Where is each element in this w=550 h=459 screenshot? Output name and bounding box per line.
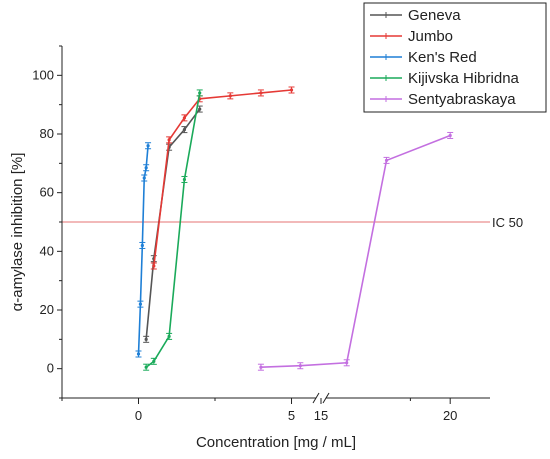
- series-sentyabraskaya: [257, 131, 454, 371]
- data-point: [150, 357, 157, 365]
- marker: [198, 107, 202, 111]
- plot-area: IC 50: [62, 86, 523, 371]
- legend: Geneva Jumbo Ken's Red Kijivska Hibridna Sen…: [363, 2, 547, 113]
- x-tick-label: 0: [135, 408, 142, 423]
- marker: [384, 158, 389, 162]
- data-point: [297, 362, 304, 370]
- x-tick-label: 15: [314, 408, 328, 423]
- data-point: [150, 262, 157, 270]
- data-point: [257, 363, 264, 371]
- axis-break-mark: [312, 392, 320, 404]
- series-kijivska-hibridna: [143, 89, 203, 371]
- y-tick-label: 100: [32, 67, 54, 82]
- y-tick-label: 80: [40, 126, 54, 141]
- y-tick-label: 20: [40, 302, 54, 317]
- legend-item: Kijivska Hibridna: [370, 70, 520, 87]
- marker: [182, 177, 187, 182]
- data-point: [145, 142, 152, 150]
- data-point: [383, 156, 390, 164]
- data-point: [196, 89, 203, 97]
- marker: [228, 94, 232, 98]
- data-point: [288, 86, 295, 94]
- series-line: [260, 134, 451, 368]
- data-point: [137, 300, 144, 308]
- data-point: [143, 335, 150, 343]
- reference-label: IC 50: [492, 215, 523, 230]
- series-jumbo: [150, 86, 295, 270]
- marker: [144, 166, 148, 170]
- y-tick-label: 40: [40, 243, 54, 258]
- legend-label: Kijivska Hibridna: [408, 70, 520, 87]
- marker: [259, 91, 263, 95]
- marker: [136, 352, 141, 356]
- legend-item: Sentyabraskaya: [370, 91, 516, 108]
- marker: [198, 91, 202, 95]
- marker: [289, 88, 294, 92]
- data-point: [343, 359, 350, 367]
- data-point: [135, 350, 142, 358]
- data-point: [166, 332, 173, 340]
- marker: [298, 364, 302, 368]
- marker: [448, 133, 452, 138]
- y-axis-label: α-amylase inhibition [%]: [9, 153, 26, 312]
- legend-label: Ken's Red: [408, 49, 477, 66]
- series-line: [153, 89, 292, 267]
- legend-item: Ken's Red: [370, 49, 477, 66]
- data-point: [143, 164, 150, 172]
- marker: [167, 334, 171, 338]
- series-ken-s-red: [135, 142, 152, 358]
- legend-label: Sentyabraskaya: [408, 91, 516, 108]
- series-line: [137, 145, 149, 355]
- legend-label: Geneva: [408, 7, 461, 24]
- data-point: [181, 126, 188, 134]
- legend-item: Geneva: [370, 7, 461, 24]
- data-point: [166, 136, 173, 144]
- data-point: [227, 92, 234, 100]
- marker: [146, 144, 150, 148]
- data-point: [181, 114, 188, 122]
- marker: [152, 359, 156, 363]
- marker: [259, 365, 263, 369]
- axis-break-mark: [322, 392, 330, 404]
- data-point: [139, 241, 146, 249]
- data-point: [143, 363, 150, 371]
- marker: [345, 361, 349, 365]
- marker: [144, 365, 148, 369]
- x-axis-label: Concentration [mg / mL]: [196, 434, 356, 451]
- marker: [144, 337, 148, 341]
- marker: [182, 128, 187, 132]
- marker: [138, 302, 143, 306]
- data-point: [181, 175, 188, 183]
- marker: [140, 243, 144, 248]
- series-geneva: [143, 105, 203, 343]
- data-point: [447, 131, 454, 139]
- marker: [152, 264, 156, 268]
- x-tick-label: 5: [288, 408, 295, 423]
- marker: [167, 138, 171, 142]
- data-point: [257, 89, 264, 97]
- marker: [182, 116, 187, 120]
- data-point: [141, 174, 148, 182]
- y-tick-label: 60: [40, 185, 54, 200]
- x-tick-label: 20: [443, 408, 457, 423]
- y-tick-label: 0: [47, 361, 54, 376]
- legend-item: Jumbo: [370, 28, 453, 45]
- marker: [142, 176, 146, 180]
- legend-label: Jumbo: [408, 28, 453, 45]
- axes: 0 20 40 60 80 100 0 5 15 20: [32, 45, 490, 423]
